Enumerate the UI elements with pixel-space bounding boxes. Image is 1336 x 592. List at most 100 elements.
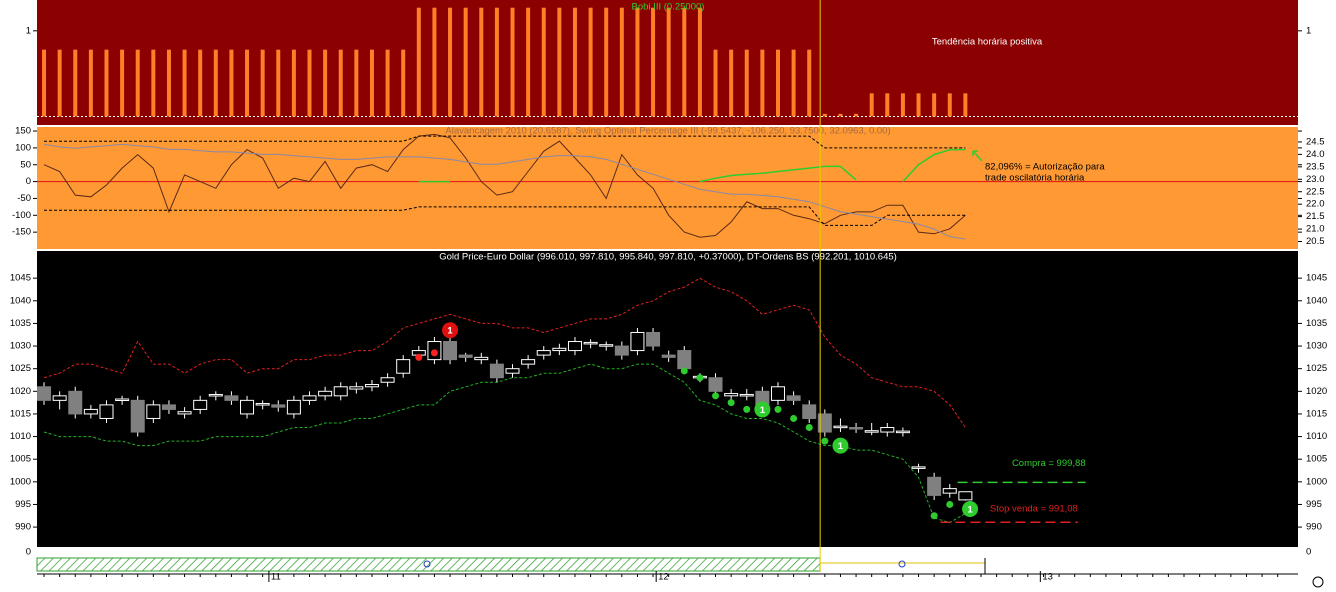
signal-dot xyxy=(821,437,829,445)
bar xyxy=(900,93,905,117)
candle-body xyxy=(364,384,379,388)
signal-dot xyxy=(430,349,438,357)
candle-body xyxy=(895,430,910,434)
candle-body xyxy=(68,390,83,415)
signal-marker xyxy=(442,322,459,339)
chart-title: Gold Price-Euro Dollar (996.010, 997.810… xyxy=(439,252,897,263)
y-tick-label: 1040 xyxy=(1306,295,1327,306)
signal-dot xyxy=(774,405,782,413)
candle-body xyxy=(380,377,395,383)
series-line xyxy=(418,148,966,183)
candle-body xyxy=(521,359,536,365)
bar xyxy=(666,7,671,117)
bar xyxy=(651,7,656,117)
y-tick-label: 995 xyxy=(15,499,31,510)
bar xyxy=(494,7,499,117)
bar xyxy=(401,49,406,117)
y-tick-label: 100 xyxy=(15,142,31,153)
candle-body xyxy=(770,386,785,401)
candle-body xyxy=(614,345,629,356)
candle-body xyxy=(52,395,67,401)
candle-body xyxy=(583,341,598,345)
signal-label: 1 xyxy=(760,405,766,416)
bar xyxy=(557,7,562,117)
bar xyxy=(963,93,968,117)
y-tick-label: 1030 xyxy=(1306,341,1327,352)
y2-tick-label: 24.0 xyxy=(1306,149,1325,160)
signal-marker xyxy=(832,437,849,454)
y-tick-label: 1000 xyxy=(10,476,31,487)
y-tick-label: 1030 xyxy=(10,341,31,352)
y-tick-label: 1025 xyxy=(1306,363,1327,374)
series-line xyxy=(44,135,966,149)
signal-dot xyxy=(727,399,735,407)
candle-body xyxy=(458,354,473,358)
bar xyxy=(151,49,156,117)
bar xyxy=(120,49,125,117)
bar xyxy=(729,49,734,117)
annotation: Tendência horária positiva xyxy=(932,37,1043,48)
candle-body xyxy=(646,331,661,347)
bar xyxy=(307,49,312,117)
y-tick-label: 995 xyxy=(1306,499,1322,510)
bar xyxy=(42,49,47,117)
candle-body xyxy=(333,386,348,397)
bar xyxy=(791,49,796,117)
y2-tick-label: 24.5 xyxy=(1306,136,1325,147)
signal-label: 1 xyxy=(447,326,453,337)
candle-body xyxy=(911,466,926,469)
bar xyxy=(916,93,921,117)
bar xyxy=(323,49,328,117)
candle-body xyxy=(240,399,255,415)
signal-marker xyxy=(962,500,979,517)
y2-tick-label: 21.5 xyxy=(1306,211,1325,222)
bar xyxy=(838,113,843,117)
y-tick-label: 1010 xyxy=(1306,431,1327,442)
bar xyxy=(713,49,718,117)
bar xyxy=(57,49,62,117)
bar xyxy=(822,113,827,117)
bar xyxy=(744,49,749,117)
y-tick-label: 1 xyxy=(1306,25,1311,36)
candle-body xyxy=(193,399,208,410)
candle-body xyxy=(958,491,973,501)
y2-tick-label: 22.0 xyxy=(1306,199,1325,210)
bar xyxy=(760,49,765,117)
candle-body xyxy=(271,404,286,408)
series-line xyxy=(44,206,966,226)
y-tick-label: -100 xyxy=(12,210,31,221)
bar xyxy=(88,49,93,117)
y2-tick-label: 20.5 xyxy=(1306,236,1325,247)
bar xyxy=(854,113,859,117)
session-icon xyxy=(423,560,431,568)
candle-body xyxy=(833,425,848,429)
y2-tick-label: 23.5 xyxy=(1306,161,1325,172)
bar xyxy=(260,49,265,117)
bar xyxy=(245,49,250,117)
y-tick-label: 0 xyxy=(26,547,31,558)
candle-body xyxy=(474,356,489,361)
signal-dot xyxy=(415,353,423,361)
bar xyxy=(276,49,281,117)
signal-dot xyxy=(680,367,688,375)
y-tick-label: -50 xyxy=(17,193,31,204)
signal-dot xyxy=(930,512,938,520)
y-tick-label: 1005 xyxy=(1306,454,1327,465)
candle-body xyxy=(177,411,192,415)
candle-body xyxy=(161,404,176,410)
signal-dot xyxy=(946,500,954,508)
bar xyxy=(869,93,874,117)
bar xyxy=(572,7,577,117)
candle-body xyxy=(396,359,411,374)
y-tick-label: 1000 xyxy=(1306,476,1327,487)
bar xyxy=(588,7,593,117)
candle-body xyxy=(99,404,114,419)
annotation-arrow xyxy=(972,150,983,162)
candle-body xyxy=(255,403,270,406)
candle-body xyxy=(208,393,223,397)
bar xyxy=(682,7,687,117)
panel-background xyxy=(37,127,1298,249)
bar xyxy=(432,7,437,117)
signal-dot xyxy=(712,392,720,400)
y-tick-label: 1010 xyxy=(10,431,31,442)
